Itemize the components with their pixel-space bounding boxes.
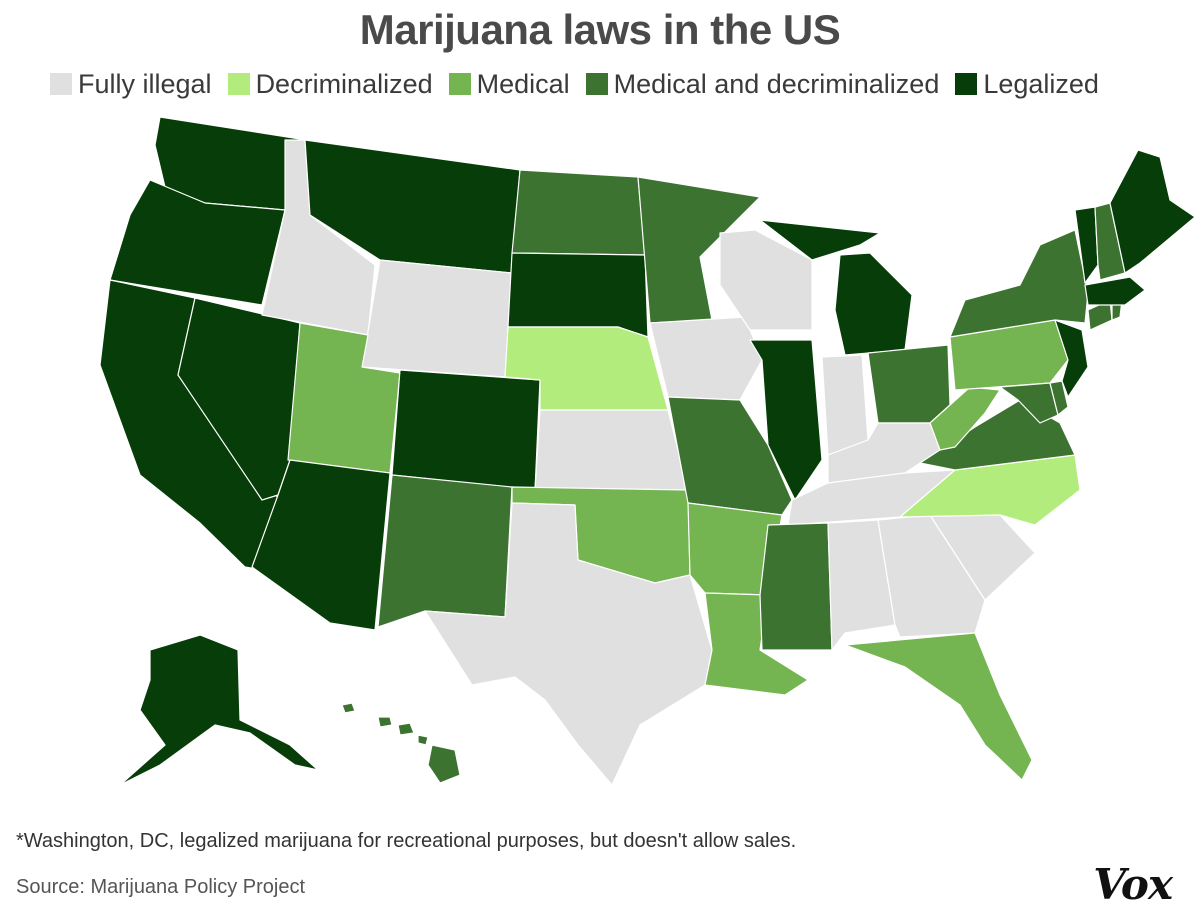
state-new-jersey (1054, 319, 1089, 398)
state-minnesota (637, 176, 761, 324)
state-hawaii (341, 702, 461, 784)
legend-swatch (448, 73, 471, 95)
legend-swatch (50, 73, 72, 95)
state-new-mexico (377, 474, 513, 628)
legend-swatch (585, 73, 608, 95)
state-florida (844, 632, 1033, 781)
legend-label: Medical (476, 68, 570, 99)
us-map (0, 105, 1200, 805)
state-kansas (534, 409, 689, 491)
state-wyoming (361, 259, 513, 378)
legend: Fully illegal Decriminalized Medical Med… (50, 66, 1170, 102)
legend-item-medical: Medical (448, 68, 570, 100)
state-massachusetts (1084, 276, 1146, 306)
state-maryland (999, 382, 1059, 424)
us-map-svg (99, 116, 1196, 786)
legend-label: Decriminalized (255, 68, 433, 99)
legend-item-decriminalized: Decriminalized (227, 68, 433, 100)
footnote: *Washington, DC, legalized marijuana for… (16, 830, 797, 852)
state-mississippi (759, 522, 833, 651)
state-west-virginia (929, 386, 1001, 451)
state-north-dakota (511, 169, 646, 256)
state-wisconsin (719, 229, 813, 331)
state-maine (1109, 149, 1196, 274)
state-oregon (109, 179, 286, 306)
legend-label: Fully illegal (78, 68, 212, 99)
source-credit: Source: Marijuana Policy Project (16, 876, 306, 898)
legend-item-legalized: Legalized (955, 69, 1099, 100)
state-south-dakota (507, 252, 649, 338)
vox-logo: Vox (1093, 860, 1173, 909)
legend-item-fully-illegal: Fully illegal (50, 69, 212, 100)
legend-label: Medical and decriminalized (613, 68, 940, 99)
legend-label: Legalized (983, 68, 1099, 99)
state-new-york (949, 229, 1089, 338)
state-iowa (649, 316, 763, 401)
state-alabama (827, 519, 896, 651)
state-indiana (821, 354, 869, 456)
state-arizona (251, 459, 391, 631)
state-colorado (391, 369, 541, 491)
legend-swatch (227, 73, 250, 95)
state-delaware (1049, 380, 1069, 416)
state-ohio (867, 344, 951, 424)
map-title: Marijuana laws in the US (359, 6, 841, 53)
legend-item-medical-and-decriminalized: Medical and decriminalized (585, 68, 940, 100)
state-alaska (119, 634, 319, 786)
state-new-hampshire (1094, 202, 1126, 281)
state-texas (424, 502, 713, 786)
legend-swatch (955, 73, 978, 95)
